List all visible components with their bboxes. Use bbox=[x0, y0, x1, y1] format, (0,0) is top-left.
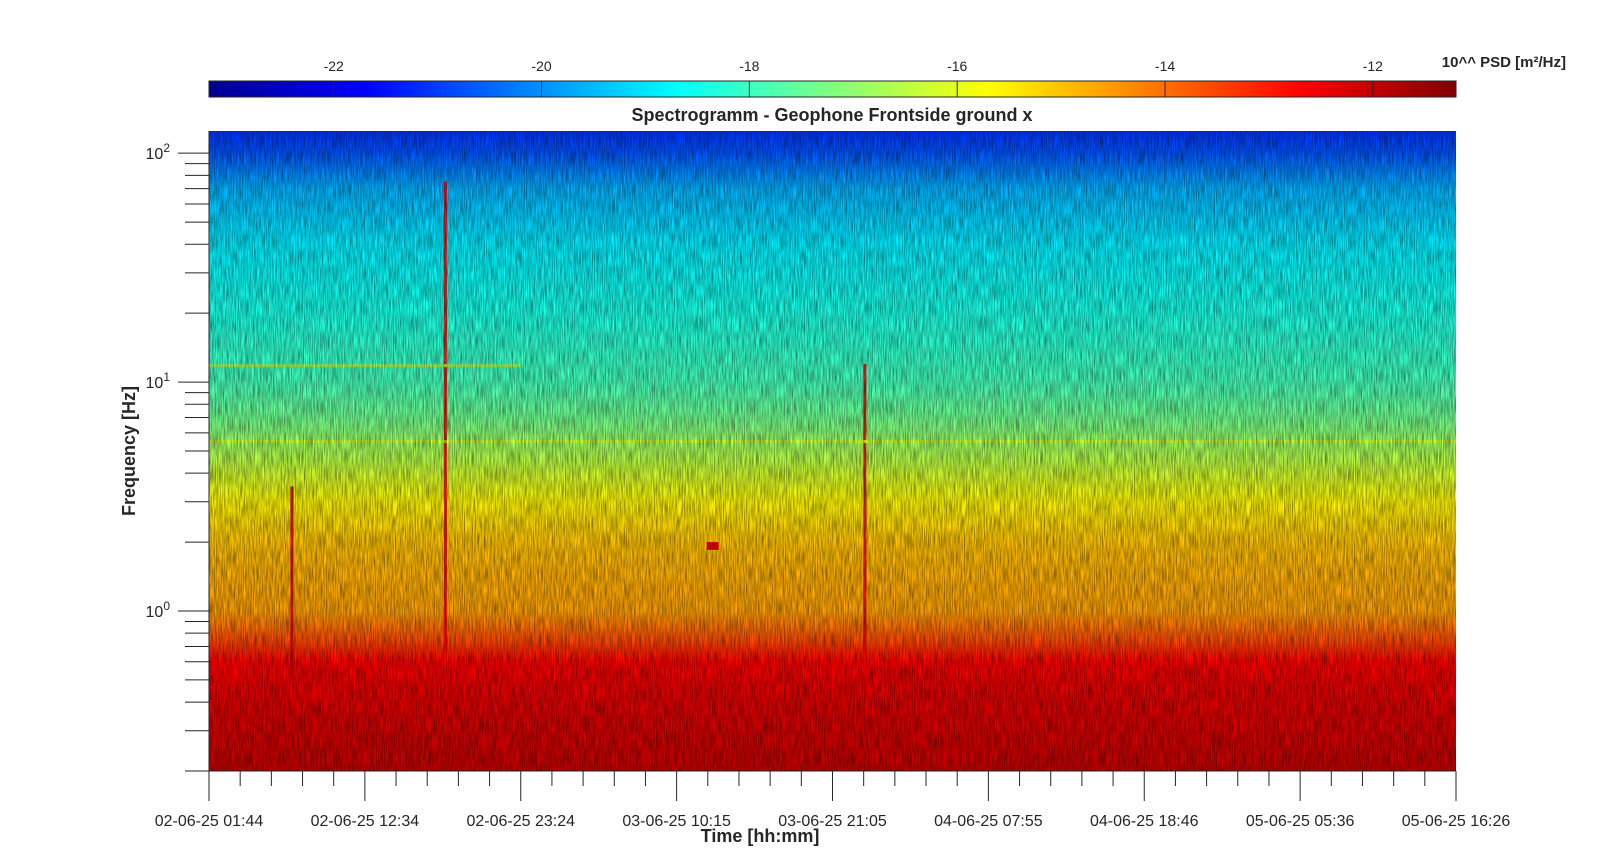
y-axis-label: Frequency [Hz] bbox=[119, 386, 139, 516]
x-tick-label: 05-06-25 05:36 bbox=[1246, 813, 1355, 830]
x-ticks: 02-06-25 01:44 02-06-25 12:34 02-06-25 23:… bbox=[155, 771, 1511, 830]
x-tick-label: 04-06-25 18:46 bbox=[1090, 813, 1199, 830]
x-axis-label: Time [hh:mm] bbox=[701, 826, 820, 846]
colorbar-tick-label: -12 bbox=[1363, 58, 1383, 74]
x-tick-label: 02-06-25 23:24 bbox=[466, 813, 575, 830]
y-tick-label: 100 bbox=[146, 599, 171, 621]
colorbar-tick-label: -20 bbox=[531, 58, 551, 74]
x-tick-label: 02-06-25 01:44 bbox=[155, 813, 264, 830]
colorbar-tick-label: -22 bbox=[324, 58, 344, 74]
colorbar: -22 -20 -18 -16 -14 -12 10^^ PSD [m²/Hz] bbox=[208, 54, 1566, 98]
y-tick-label: 102 bbox=[146, 141, 171, 163]
y-ticks: 100 101 102 bbox=[146, 141, 209, 772]
colorbar-tick-label: -14 bbox=[1155, 58, 1175, 74]
heatmap-texture bbox=[209, 131, 1456, 771]
x-tick-label: 03-06-25 10:15 bbox=[622, 813, 731, 830]
plot-area bbox=[209, 131, 1456, 771]
colorbar-tick-label: -18 bbox=[739, 58, 759, 74]
colorbar-ticks: -22 -20 -18 -16 -14 -12 bbox=[324, 58, 1383, 97]
colorbar-gradient bbox=[208, 80, 1457, 98]
x-tick-label: 03-06-25 21:05 bbox=[778, 813, 887, 830]
axes: 02-06-25 01:44 02-06-25 12:34 02-06-25 23:… bbox=[146, 131, 1511, 830]
colorbar-label: 10^^ PSD [m²/Hz] bbox=[1442, 54, 1566, 71]
y-tick-label: 101 bbox=[146, 370, 171, 392]
x-tick-label: 02-06-25 12:34 bbox=[311, 813, 420, 830]
colorbar-tick-label: -16 bbox=[947, 58, 967, 74]
chart-title: Spectrogramm - Geophone Frontside ground… bbox=[631, 105, 1032, 125]
x-tick-label: 05-06-25 16:26 bbox=[1402, 813, 1511, 830]
x-tick-label: 04-06-25 07:55 bbox=[934, 813, 1043, 830]
